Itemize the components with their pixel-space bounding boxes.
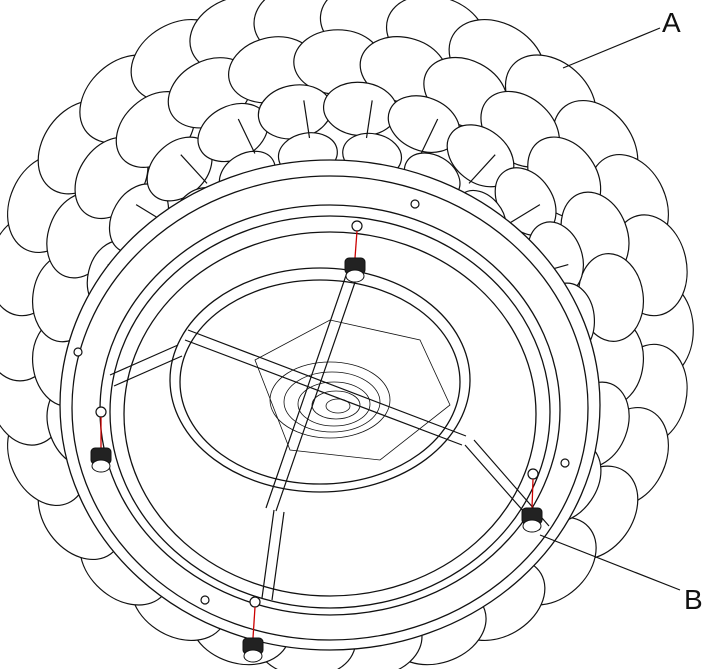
rim-ring-2 xyxy=(109,215,551,609)
center-cone xyxy=(254,319,451,461)
thumb-screws xyxy=(90,230,543,663)
thumb-screw xyxy=(242,606,264,663)
tread-rib xyxy=(420,118,439,154)
thumb-screw xyxy=(344,230,366,283)
leader-line-a xyxy=(562,27,661,69)
flange-inner-edge xyxy=(71,175,589,641)
tread-rib xyxy=(505,204,541,226)
leader-line-b xyxy=(539,534,681,591)
callouts xyxy=(539,27,681,591)
label-b: B xyxy=(684,584,703,615)
thumb-screw xyxy=(521,478,543,533)
label-a: A xyxy=(662,7,681,38)
hub-assembly xyxy=(59,159,601,651)
tread-rib xyxy=(180,154,208,184)
cross-spokes xyxy=(184,257,467,512)
thumb-screw xyxy=(90,417,112,473)
tread-rib xyxy=(303,100,311,139)
rim-ring-3 xyxy=(123,231,537,597)
inner-ring-inner xyxy=(179,279,461,485)
tread-rib xyxy=(468,154,496,184)
inner-ring-outer xyxy=(169,267,471,493)
tread-rib xyxy=(365,100,373,139)
tread-rib xyxy=(237,118,256,154)
